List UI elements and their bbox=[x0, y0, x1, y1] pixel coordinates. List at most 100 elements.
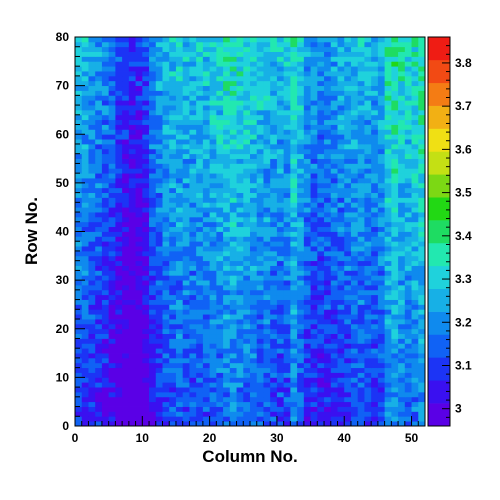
heatmap-cell bbox=[377, 178, 386, 184]
heatmap-cell bbox=[404, 143, 412, 150]
heatmap-cell bbox=[350, 41, 359, 48]
heatmap-cell bbox=[283, 100, 291, 106]
heatmap-cell bbox=[290, 41, 298, 48]
heatmap-cell bbox=[142, 61, 150, 67]
heatmap-cell bbox=[142, 372, 150, 378]
heatmap-cell bbox=[324, 411, 332, 417]
heatmap-cell bbox=[175, 348, 184, 354]
heatmap-cell bbox=[364, 71, 372, 77]
heatmap-cell bbox=[377, 377, 386, 383]
heatmap-cell bbox=[196, 139, 204, 145]
heatmap-cell bbox=[411, 37, 419, 43]
heatmap-cell bbox=[182, 382, 190, 388]
heatmap-cell bbox=[384, 353, 392, 359]
heatmap-cell bbox=[229, 182, 237, 189]
heatmap-cell bbox=[297, 270, 305, 276]
heatmap-cell bbox=[122, 411, 130, 417]
heatmap-cell bbox=[243, 289, 251, 296]
heatmap-cell bbox=[81, 319, 89, 325]
heatmap-cell bbox=[276, 338, 285, 344]
heatmap-cell bbox=[256, 353, 264, 359]
heatmap-cell bbox=[404, 61, 412, 67]
heatmap-cell bbox=[330, 323, 338, 330]
heatmap-cell bbox=[209, 338, 217, 344]
heatmap-cell bbox=[404, 246, 412, 252]
heatmap-cell bbox=[398, 163, 406, 169]
heatmap-cell bbox=[317, 401, 325, 407]
heatmap-cell bbox=[95, 100, 103, 106]
heatmap-cell bbox=[418, 95, 426, 101]
heatmap-cell bbox=[297, 401, 305, 407]
heatmap-cell bbox=[398, 41, 406, 48]
heatmap-cell bbox=[411, 173, 419, 179]
heatmap-cell bbox=[155, 246, 163, 252]
heatmap-cell bbox=[250, 168, 258, 174]
heatmap-cell bbox=[149, 90, 157, 96]
heatmap-cell bbox=[88, 139, 96, 145]
heatmap-cell bbox=[155, 255, 163, 262]
heatmap-cell bbox=[404, 192, 412, 198]
heatmap-cell bbox=[398, 299, 406, 305]
heatmap-cell bbox=[391, 46, 399, 52]
heatmap-cell bbox=[122, 100, 130, 106]
heatmap-cell bbox=[243, 153, 251, 159]
heatmap-cell bbox=[404, 323, 412, 330]
heatmap-cell bbox=[243, 348, 251, 354]
heatmap-cell bbox=[364, 362, 372, 369]
heatmap-cell bbox=[337, 284, 345, 291]
heatmap-cell bbox=[317, 105, 325, 111]
heatmap-cell bbox=[223, 85, 231, 91]
heatmap-cell bbox=[81, 246, 89, 252]
heatmap-cell bbox=[122, 37, 130, 43]
heatmap-cell bbox=[108, 221, 116, 228]
heatmap-cell bbox=[101, 187, 110, 193]
heatmap-cell bbox=[149, 105, 157, 111]
heatmap-cell bbox=[223, 75, 231, 82]
heatmap-cell bbox=[256, 391, 264, 398]
heatmap-cell bbox=[303, 75, 311, 82]
heatmap-cell bbox=[202, 260, 211, 266]
heatmap-cell bbox=[263, 80, 271, 87]
heatmap-cell bbox=[377, 265, 386, 271]
heatmap-cell bbox=[108, 202, 116, 208]
heatmap-cell bbox=[243, 382, 251, 388]
heatmap-cell bbox=[317, 207, 325, 213]
heatmap-cell bbox=[270, 143, 278, 150]
heatmap-cell bbox=[115, 396, 123, 403]
heatmap-cell bbox=[263, 221, 271, 228]
heatmap-cell bbox=[283, 387, 291, 393]
heatmap-cell bbox=[175, 66, 184, 72]
heatmap-cell bbox=[330, 416, 338, 422]
heatmap-cell bbox=[290, 348, 298, 354]
heatmap-cell bbox=[162, 51, 170, 57]
heatmap-cell bbox=[182, 105, 190, 111]
heatmap-cell bbox=[135, 319, 143, 325]
heatmap-cell bbox=[189, 314, 197, 320]
heatmap-cell bbox=[283, 343, 291, 349]
heatmap-cell bbox=[290, 382, 298, 388]
heatmap-cell bbox=[344, 148, 352, 155]
heatmap-cell bbox=[223, 148, 231, 155]
heatmap-cell bbox=[377, 362, 386, 369]
heatmap-cell bbox=[236, 231, 244, 237]
heatmap-cell bbox=[128, 148, 136, 155]
heatmap-cell bbox=[398, 353, 406, 359]
heatmap-cell bbox=[108, 304, 116, 310]
heatmap-cell bbox=[290, 236, 298, 242]
heatmap-cell bbox=[297, 246, 305, 252]
heatmap-cell bbox=[310, 197, 318, 203]
heatmap-cell bbox=[223, 396, 231, 403]
heatmap-cell bbox=[175, 173, 184, 179]
heatmap-cell bbox=[377, 95, 386, 101]
heatmap-cell bbox=[108, 362, 116, 369]
heatmap-cell bbox=[162, 80, 170, 87]
heatmap-cell bbox=[324, 114, 332, 121]
heatmap-cell bbox=[95, 304, 103, 310]
heatmap-cell bbox=[297, 260, 305, 266]
heatmap-cell bbox=[209, 299, 217, 305]
heatmap-cell bbox=[303, 411, 311, 417]
heatmap-cell bbox=[290, 56, 298, 62]
heatmap-cell bbox=[404, 66, 412, 72]
heatmap-cell bbox=[101, 348, 110, 354]
heatmap-cell bbox=[202, 265, 211, 271]
